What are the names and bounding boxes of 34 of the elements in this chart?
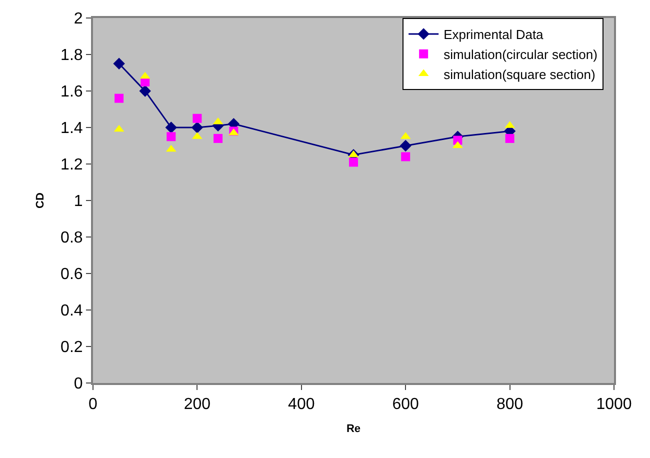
legend-label: simulation(circular section) (444, 46, 598, 62)
y-tick-label: 0.4 (60, 302, 83, 320)
y-tick-label: 0.2 (60, 339, 83, 356)
y-tick-label: 1 (74, 193, 83, 210)
point (191, 122, 204, 134)
y-tick-label: 1.2 (60, 156, 83, 174)
x-axis-title: Re (346, 422, 361, 435)
point (113, 58, 125, 70)
point (400, 140, 412, 152)
legend-label: Exprimental Data (444, 27, 544, 42)
x-tick-label: 600 (392, 396, 420, 414)
y-axis-title: CD (34, 192, 47, 208)
point (401, 152, 410, 162)
x-tick-label: 800 (496, 396, 524, 414)
x-tick-label: 200 (184, 396, 211, 414)
y-tick-label: 1.4 (60, 120, 83, 138)
y-tick-label: 1.6 (60, 84, 83, 101)
legend-label: simulation(square section) (444, 66, 596, 82)
point (192, 114, 202, 123)
point (214, 134, 223, 143)
y-tick-label: 2 (74, 10, 83, 28)
point (349, 158, 358, 167)
x-tick-label: 400 (288, 396, 315, 414)
y-tick-label: 0.6 (60, 266, 83, 284)
x-tick-label: 1000 (596, 396, 632, 414)
y-tick-label: 0.8 (60, 230, 83, 247)
point (139, 85, 151, 97)
point (114, 94, 124, 103)
x-tick-label: 0 (88, 396, 98, 414)
y-tick-label: 1.8 (60, 47, 83, 64)
y-tick-label: 0 (74, 376, 83, 393)
point (165, 122, 177, 134)
point (505, 134, 514, 143)
point (166, 132, 176, 142)
